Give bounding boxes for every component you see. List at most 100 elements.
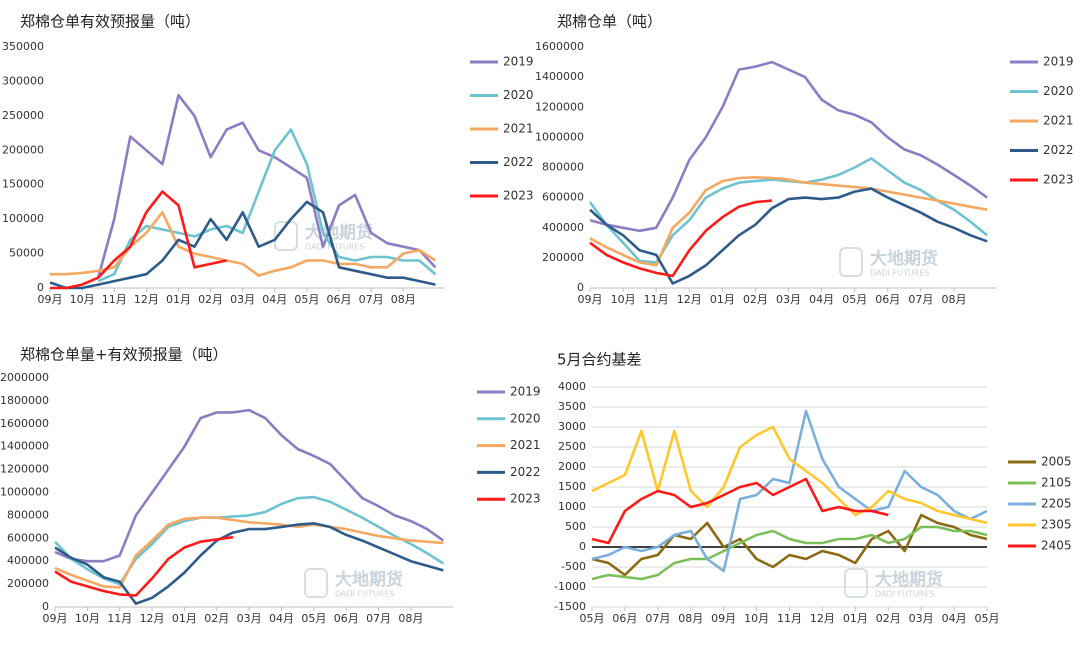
y-tick-label: 0	[577, 281, 584, 294]
watermark: 大地期货	[875, 569, 943, 590]
x-tick-label: 08月	[678, 612, 703, 625]
watermark-logo	[274, 221, 298, 251]
y-tick-label: 200000	[542, 251, 584, 264]
x-tick-label: 07月	[645, 612, 670, 625]
x-tick-label: 04月	[809, 293, 834, 306]
x-tick-label: 07月	[908, 293, 933, 306]
chart-title: 郑棉仓单（吨）	[557, 13, 662, 31]
x-tick-label: 02月	[204, 612, 229, 625]
x-tick-label: 12月	[810, 612, 835, 625]
x-tick-label: 04月	[942, 612, 967, 625]
x-tick-label: 11月	[644, 293, 669, 306]
watermark-logo	[839, 247, 863, 277]
legend-label: 2019	[1043, 55, 1074, 69]
x-tick-label: 10月	[611, 293, 636, 306]
y-tick-label: 800000	[542, 161, 584, 174]
legend-label: 2205	[1041, 497, 1072, 511]
series-line	[589, 187, 988, 285]
series-line	[96, 93, 437, 279]
y-tick-label: -1500	[554, 600, 586, 613]
y-tick-label: 1400000	[535, 70, 584, 83]
y-tick-label: 50000	[9, 247, 44, 260]
x-tick-label: 04月	[262, 293, 287, 306]
x-tick-label: 10月	[70, 293, 95, 306]
x-tick-label: 07月	[366, 612, 391, 625]
x-tick-label: 05月	[294, 293, 319, 306]
y-tick-label: 0	[579, 540, 586, 553]
y-tick-label: 1600000	[535, 40, 584, 53]
y-tick-label: 1200000	[0, 463, 49, 476]
x-tick-label: 01月	[172, 612, 197, 625]
watermark: 大地期货	[335, 569, 403, 590]
x-tick-label: 09月	[711, 612, 736, 625]
x-tick-label: 03月	[237, 612, 262, 625]
y-tick-label: 0	[42, 600, 49, 613]
watermark-en: DADI FUTURES	[870, 269, 929, 278]
watermark-logo	[304, 568, 328, 598]
series-line	[591, 513, 988, 577]
series-line	[54, 535, 234, 597]
legend-label: 2021	[1043, 114, 1074, 128]
series-line	[591, 409, 988, 573]
series-line	[591, 477, 889, 545]
legend-label: 2019	[510, 385, 541, 399]
series-line	[97, 128, 437, 283]
y-tick-label: 1200000	[535, 100, 584, 113]
x-tick-label: 03月	[776, 293, 801, 306]
watermark-logo	[844, 568, 868, 598]
series-line	[54, 495, 444, 586]
legend-label: 2020	[503, 88, 534, 102]
x-tick-label: 02月	[743, 293, 768, 306]
y-tick-label: 3500	[558, 400, 586, 413]
series-line	[588, 157, 988, 264]
series-line	[589, 60, 988, 233]
x-tick-label: 05月	[580, 612, 605, 625]
y-tick-label: 400000	[542, 221, 584, 234]
watermark: 大地期货	[305, 222, 373, 243]
x-tick-label: 12月	[677, 293, 702, 306]
y-tick-label: 600000	[542, 191, 584, 204]
legend-label: 2022	[510, 465, 541, 479]
y-tick-label: 350000	[2, 40, 44, 53]
y-tick-label: 0	[37, 281, 44, 294]
x-tick-label: 06月	[327, 293, 352, 306]
y-tick-label: 2500	[558, 440, 586, 453]
y-tick-label: 100000	[2, 212, 44, 225]
x-tick-label: 06月	[612, 612, 637, 625]
y-tick-label: 600000	[7, 531, 49, 544]
x-tick-label: 10月	[75, 612, 100, 625]
x-tick-label: 08月	[398, 612, 423, 625]
legend-label: 2022	[1043, 143, 1074, 157]
x-tick-label: 12月	[134, 293, 159, 306]
y-tick-label: 150000	[2, 178, 44, 191]
y-tick-label: 1000	[558, 500, 586, 513]
x-tick-label: 03月	[230, 293, 255, 306]
y-tick-label: 200000	[2, 143, 44, 156]
legend-label: 2020	[510, 411, 541, 425]
watermark-en: DADI FUTURES	[875, 590, 934, 599]
x-tick-label: 11月	[107, 612, 132, 625]
x-tick-label: 02月	[876, 612, 901, 625]
x-tick-label: 05月	[975, 612, 1000, 625]
series-line	[54, 408, 445, 563]
y-tick-label: 1000000	[0, 486, 49, 499]
y-tick-label: 400000	[7, 554, 49, 567]
y-tick-label: 1800000	[0, 394, 49, 407]
y-tick-label: 4000	[558, 380, 586, 393]
x-tick-label: 05月	[842, 293, 867, 306]
legend-label: 2023	[1043, 173, 1074, 187]
legend-label: 2022	[503, 155, 534, 169]
watermark: 大地期货	[870, 248, 938, 269]
legend-label: 2405	[1041, 539, 1072, 553]
x-tick-label: 12月	[140, 612, 165, 625]
y-tick-label: 200000	[7, 577, 49, 590]
y-tick-label: 3000	[558, 420, 586, 433]
x-tick-label: 06月	[334, 612, 359, 625]
x-tick-label: 06月	[875, 293, 900, 306]
x-tick-label: 04月	[269, 612, 294, 625]
legend-label: 2021	[510, 438, 541, 452]
series-line	[50, 190, 227, 290]
